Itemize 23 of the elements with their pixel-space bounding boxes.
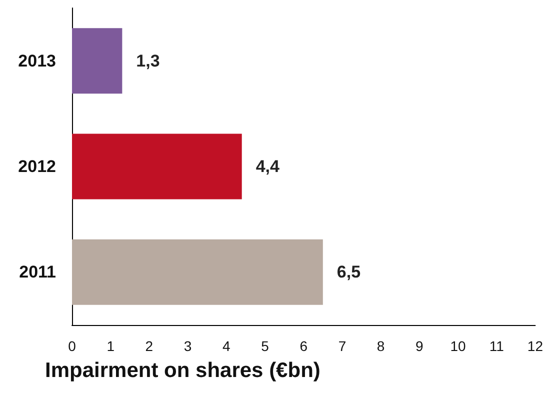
y-tick-label: 2011 xyxy=(19,262,56,282)
x-tick-label: 8 xyxy=(376,338,385,354)
data-label: 6,5 xyxy=(336,262,361,282)
bar xyxy=(72,239,323,305)
x-tick-label: 6 xyxy=(300,338,308,354)
x-tick-label: 0 xyxy=(68,338,76,354)
data-label: 1,3 xyxy=(136,51,160,70)
x-tick-label: 7 xyxy=(338,338,346,354)
y-tick-label: 2012 xyxy=(18,157,56,176)
x-tick-label: 12 xyxy=(527,338,544,354)
x-tick-label: 3 xyxy=(184,338,192,354)
x-tick-label: 10 xyxy=(450,338,466,354)
x-tick-label: 4 xyxy=(222,338,231,354)
data-label: 4,4 xyxy=(256,157,280,176)
x-tick-label: 1 xyxy=(106,338,115,354)
y-tick-label: 2013 xyxy=(18,51,56,70)
x-tick-label: 5 xyxy=(261,338,270,354)
x-tick-label: 11 xyxy=(489,338,504,354)
bar xyxy=(72,28,122,94)
x-tick-label: 9 xyxy=(416,338,424,354)
x-tick-label: 2 xyxy=(145,338,154,354)
bar xyxy=(72,134,242,200)
x-axis-title: Impairment on shares (€bn) xyxy=(45,359,320,382)
